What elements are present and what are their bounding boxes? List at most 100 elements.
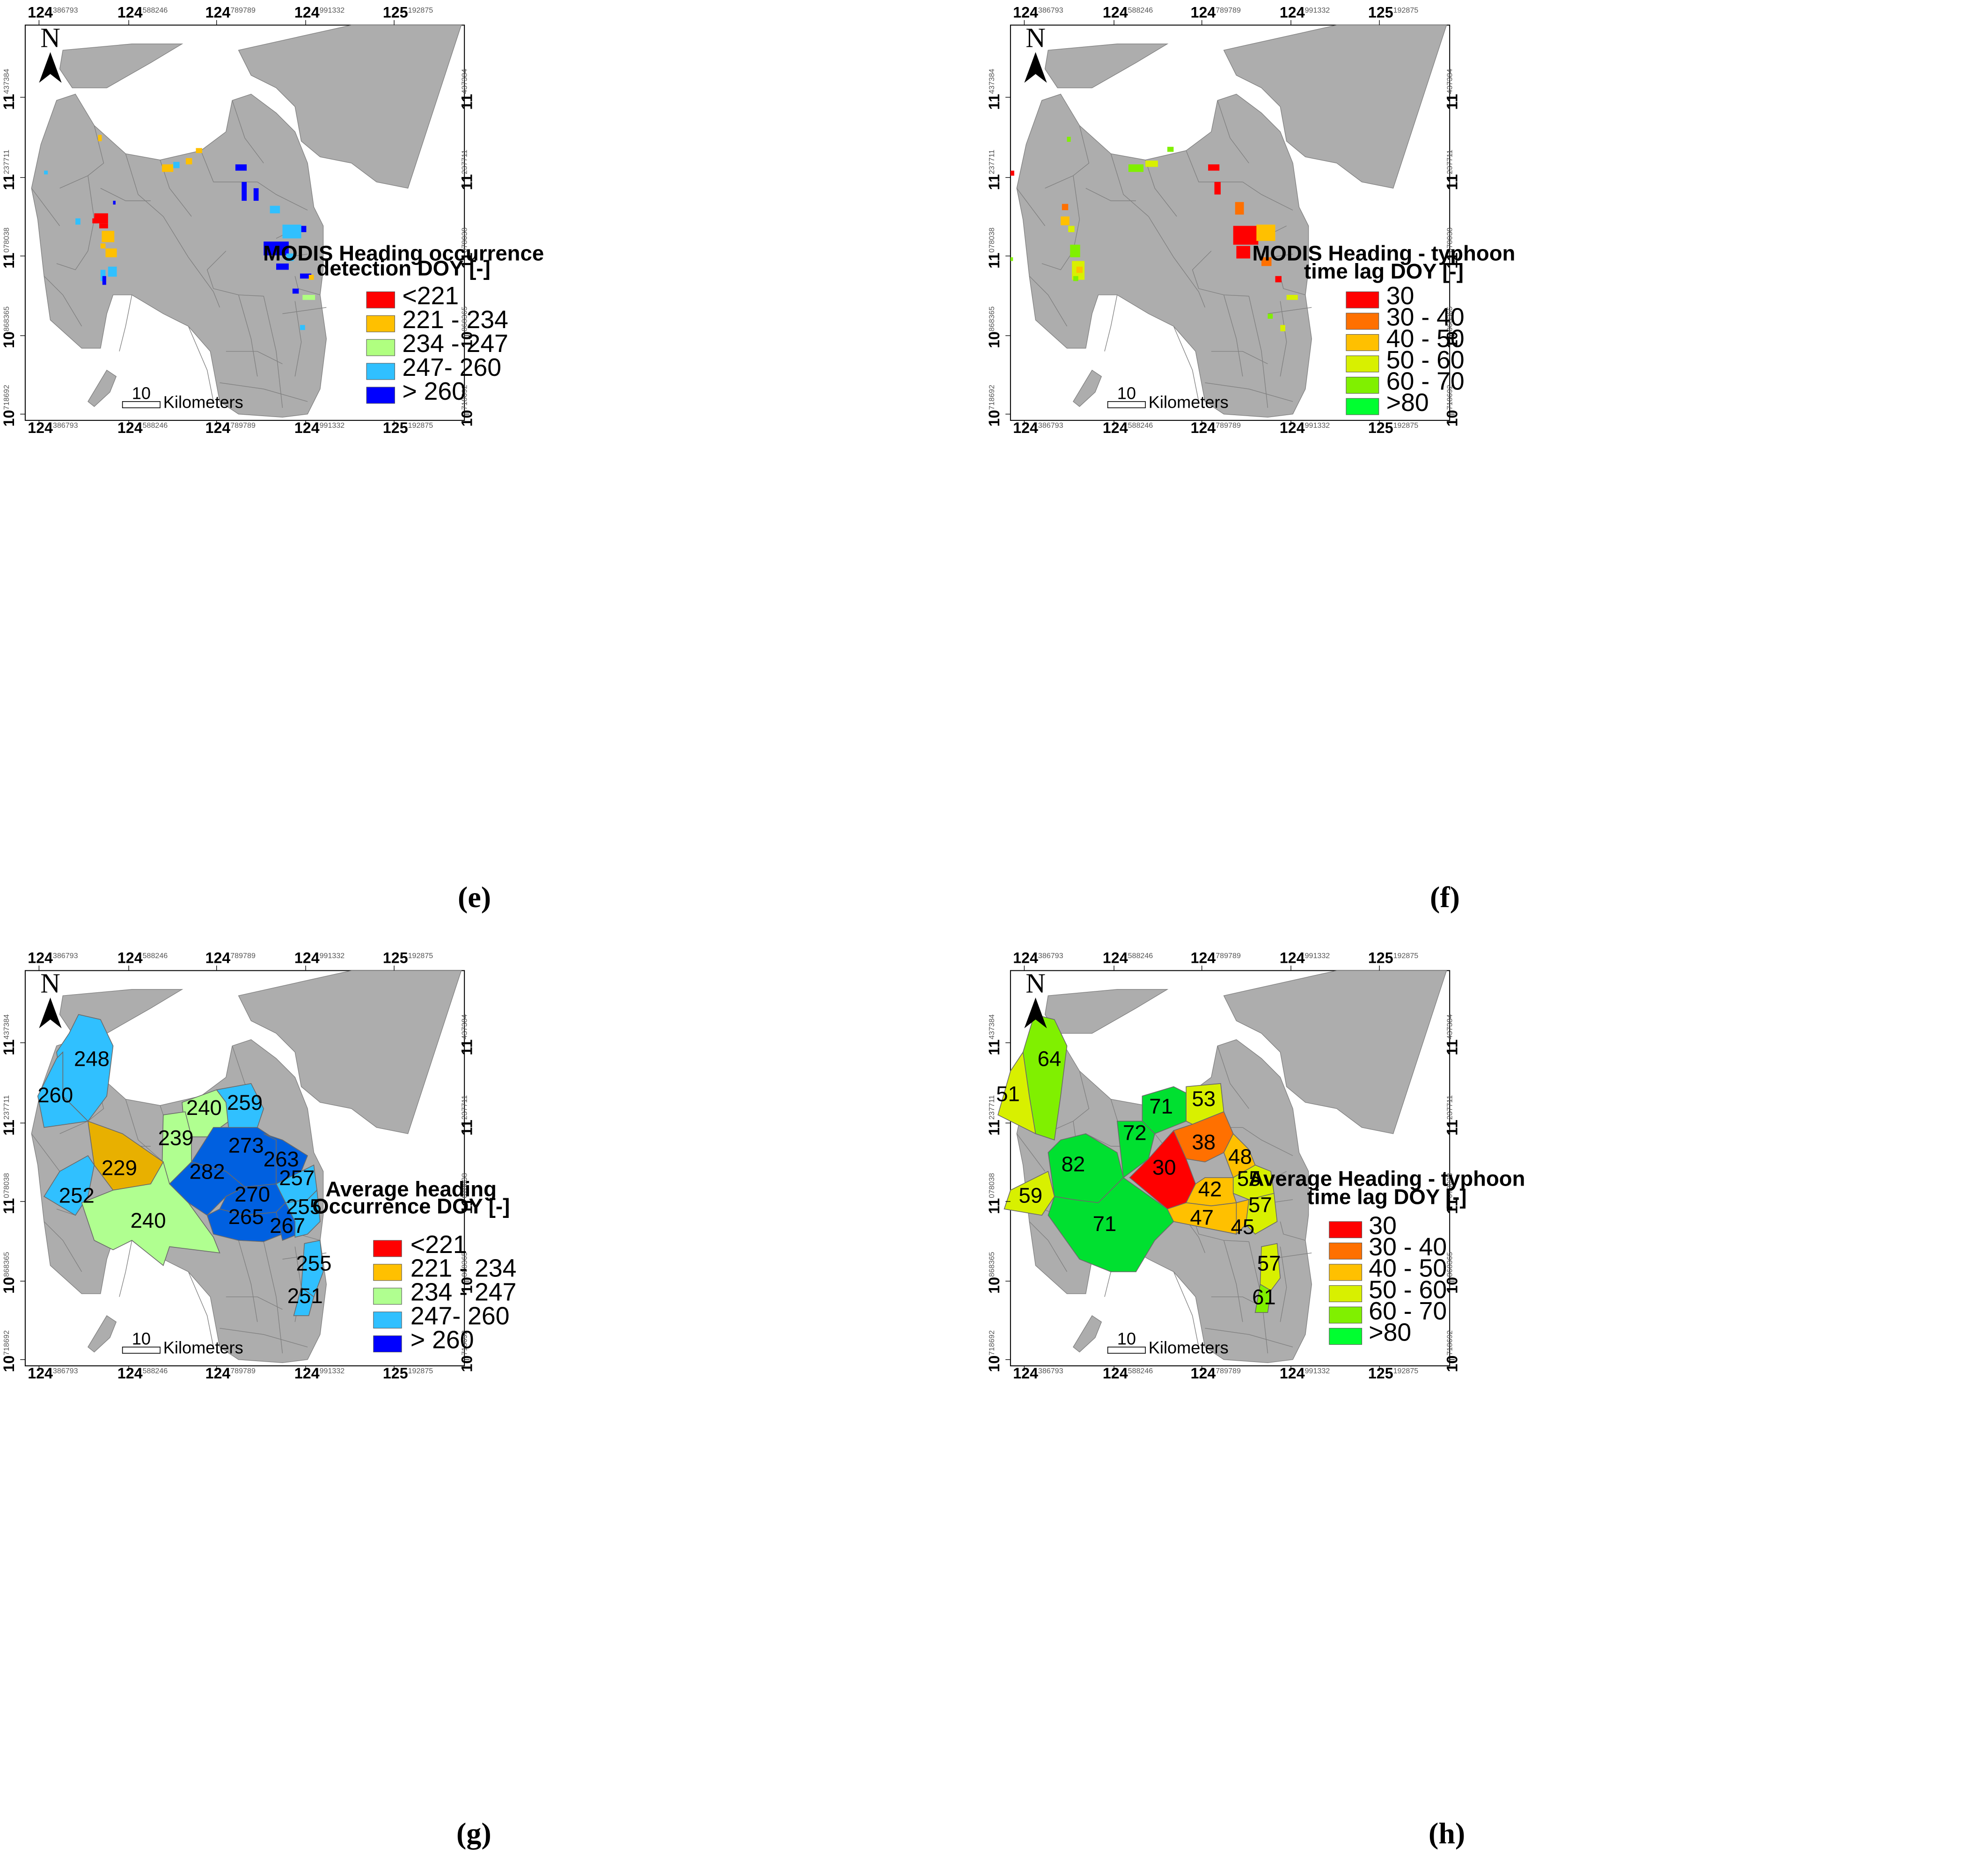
- latitude-tick-label: 11237711: [458, 150, 475, 191]
- map-border: [24, 24, 465, 421]
- legend-label: >80: [1386, 388, 1429, 417]
- region-252: [43, 1155, 95, 1216]
- pixel-dots-layer: [1010, 137, 1298, 331]
- region-label: 263: [264, 1147, 299, 1171]
- admin-boundary: [1280, 1246, 1287, 1322]
- latitude-tick-label: 10718692: [0, 385, 17, 426]
- admin-boundary: [59, 125, 104, 189]
- admin-boundary: [125, 1099, 164, 1162]
- longitude-tick-label: 124991332: [1280, 950, 1330, 967]
- region-label: 240: [186, 1096, 222, 1120]
- latitude-tick-label: 10718692: [458, 385, 475, 426]
- admin-boundary: [1211, 351, 1268, 365]
- latitude-tick-label: 11078038: [1443, 1173, 1460, 1214]
- panel-h-caption: (h): [1429, 1817, 1465, 1850]
- region-label: 38: [1192, 1130, 1216, 1154]
- scale-bar-box: [1107, 1347, 1146, 1354]
- scale-unit: Kilometers: [1149, 1338, 1229, 1357]
- scale-bar-box: [1107, 401, 1146, 409]
- admin-boundary: [44, 1221, 82, 1272]
- region-label: 257: [279, 1166, 315, 1190]
- legend-swatch: [373, 1264, 402, 1281]
- legend-swatch: [1346, 377, 1379, 394]
- region-label: 55: [1237, 1166, 1261, 1190]
- longitude-tick-label: 124386793: [28, 419, 78, 436]
- legend-label: 221 - 234: [410, 1254, 517, 1282]
- longitude-tick-label: 124789789: [1191, 419, 1241, 436]
- legend-title: MODIS Heading - typhoon: [1252, 241, 1515, 265]
- scale-value: 10: [132, 1329, 151, 1348]
- legend-label: 50 - 60: [1386, 346, 1465, 374]
- admin-boundary: [1223, 294, 1243, 377]
- admin-boundary: [56, 250, 88, 271]
- main-landmass: [1016, 94, 1312, 418]
- longitude-tick-label: 124789789: [205, 1365, 256, 1382]
- latitude-tick-label: 11078038: [458, 1173, 475, 1214]
- north-arrow-icon: [1024, 997, 1047, 1028]
- admin-boundary: [1280, 1221, 1306, 1241]
- latitude-tick-label: 10868365: [1443, 306, 1460, 348]
- admin-boundary: [1186, 150, 1243, 183]
- dot-cluster-east-cyan: [270, 205, 305, 330]
- longitude-tick-label: 125192875: [383, 950, 433, 967]
- scale-unit: Kilometers: [1149, 392, 1229, 411]
- region-label: 239: [158, 1126, 194, 1150]
- admin-boundary: [1016, 188, 1046, 226]
- latitude-tick-label: 11237711: [1443, 1095, 1460, 1136]
- municipality-choropleth: [997, 1014, 1281, 1313]
- legend-label: > 260: [402, 377, 466, 405]
- map-border: [1010, 24, 1451, 421]
- map-frame: [24, 970, 465, 1367]
- longitude-tick-label: 124789789: [205, 419, 256, 436]
- admin-boundary: [232, 100, 264, 163]
- latitude-tick-label: 11437384: [458, 69, 475, 110]
- scale-bar: 10 Kilometers: [122, 1329, 243, 1357]
- latitude-tick-label: 10718692: [986, 385, 1003, 426]
- admin-boundary: [1104, 294, 1118, 352]
- legend-label: 60 - 70: [1369, 1297, 1447, 1325]
- admin-boundary: [1192, 250, 1249, 297]
- admin-boundary: [1268, 307, 1312, 314]
- dot-cluster-west-red: [92, 213, 108, 228]
- admin-boundary: [1145, 160, 1177, 217]
- latitude-tick-label: 11078038: [986, 227, 1003, 269]
- admin-boundary: [1217, 100, 1249, 163]
- longitude-tick-label: 124789789: [1191, 4, 1241, 21]
- admin-boundary: [1148, 216, 1206, 308]
- map-panel-g: 248 260 240 259 239 273 263 229 282 257 …: [0, 950, 517, 1382]
- longitude-tick-label: 124588246: [1103, 1365, 1153, 1382]
- region-label: 64: [1038, 1047, 1062, 1070]
- admin-boundary: [1110, 154, 1149, 217]
- legend-swatch: [1329, 1328, 1363, 1345]
- region-label: 248: [74, 1047, 110, 1070]
- legend-swatch: [1346, 398, 1379, 415]
- admin-boundary: [125, 154, 164, 217]
- region-260: [37, 1051, 89, 1128]
- latitude-tick-label: 11437384: [0, 1014, 17, 1055]
- region-label: 53: [1192, 1087, 1216, 1111]
- region-label: 72: [1123, 1121, 1147, 1145]
- region-label: 45: [1231, 1215, 1254, 1239]
- dot-cluster-east-other: [302, 275, 315, 300]
- region-48: [1223, 1133, 1256, 1179]
- scale-bar: 10 Kilometers: [122, 384, 243, 411]
- region-label: 51: [996, 1082, 1020, 1106]
- north-arrow: N: [39, 22, 62, 83]
- admin-boundary: [263, 1241, 283, 1354]
- admin-boundary: [31, 1133, 60, 1172]
- legend-label: 247- 260: [402, 353, 501, 381]
- admin-boundary: [1173, 326, 1199, 402]
- longitude-tick-label: 124588246: [1103, 950, 1153, 967]
- region-label: 267: [270, 1214, 305, 1238]
- municipality-choropleth: [37, 1014, 324, 1316]
- admin-boundary: [238, 1240, 258, 1322]
- admin-boundary: [188, 326, 214, 402]
- admin-boundary: [238, 294, 258, 377]
- scale-bar: 10 Kilometers: [1107, 384, 1229, 411]
- legend-label: 30: [1386, 282, 1414, 310]
- admin-boundary: [1016, 1133, 1046, 1172]
- coordinate-ticks: 124386793 124386793 124588246 124588246 1247…: [0, 950, 476, 1382]
- region-label: 255: [296, 1251, 331, 1275]
- latitude-tick-label: 11237711: [986, 1095, 1003, 1136]
- scale-bar: 10 Kilometers: [1107, 1329, 1229, 1357]
